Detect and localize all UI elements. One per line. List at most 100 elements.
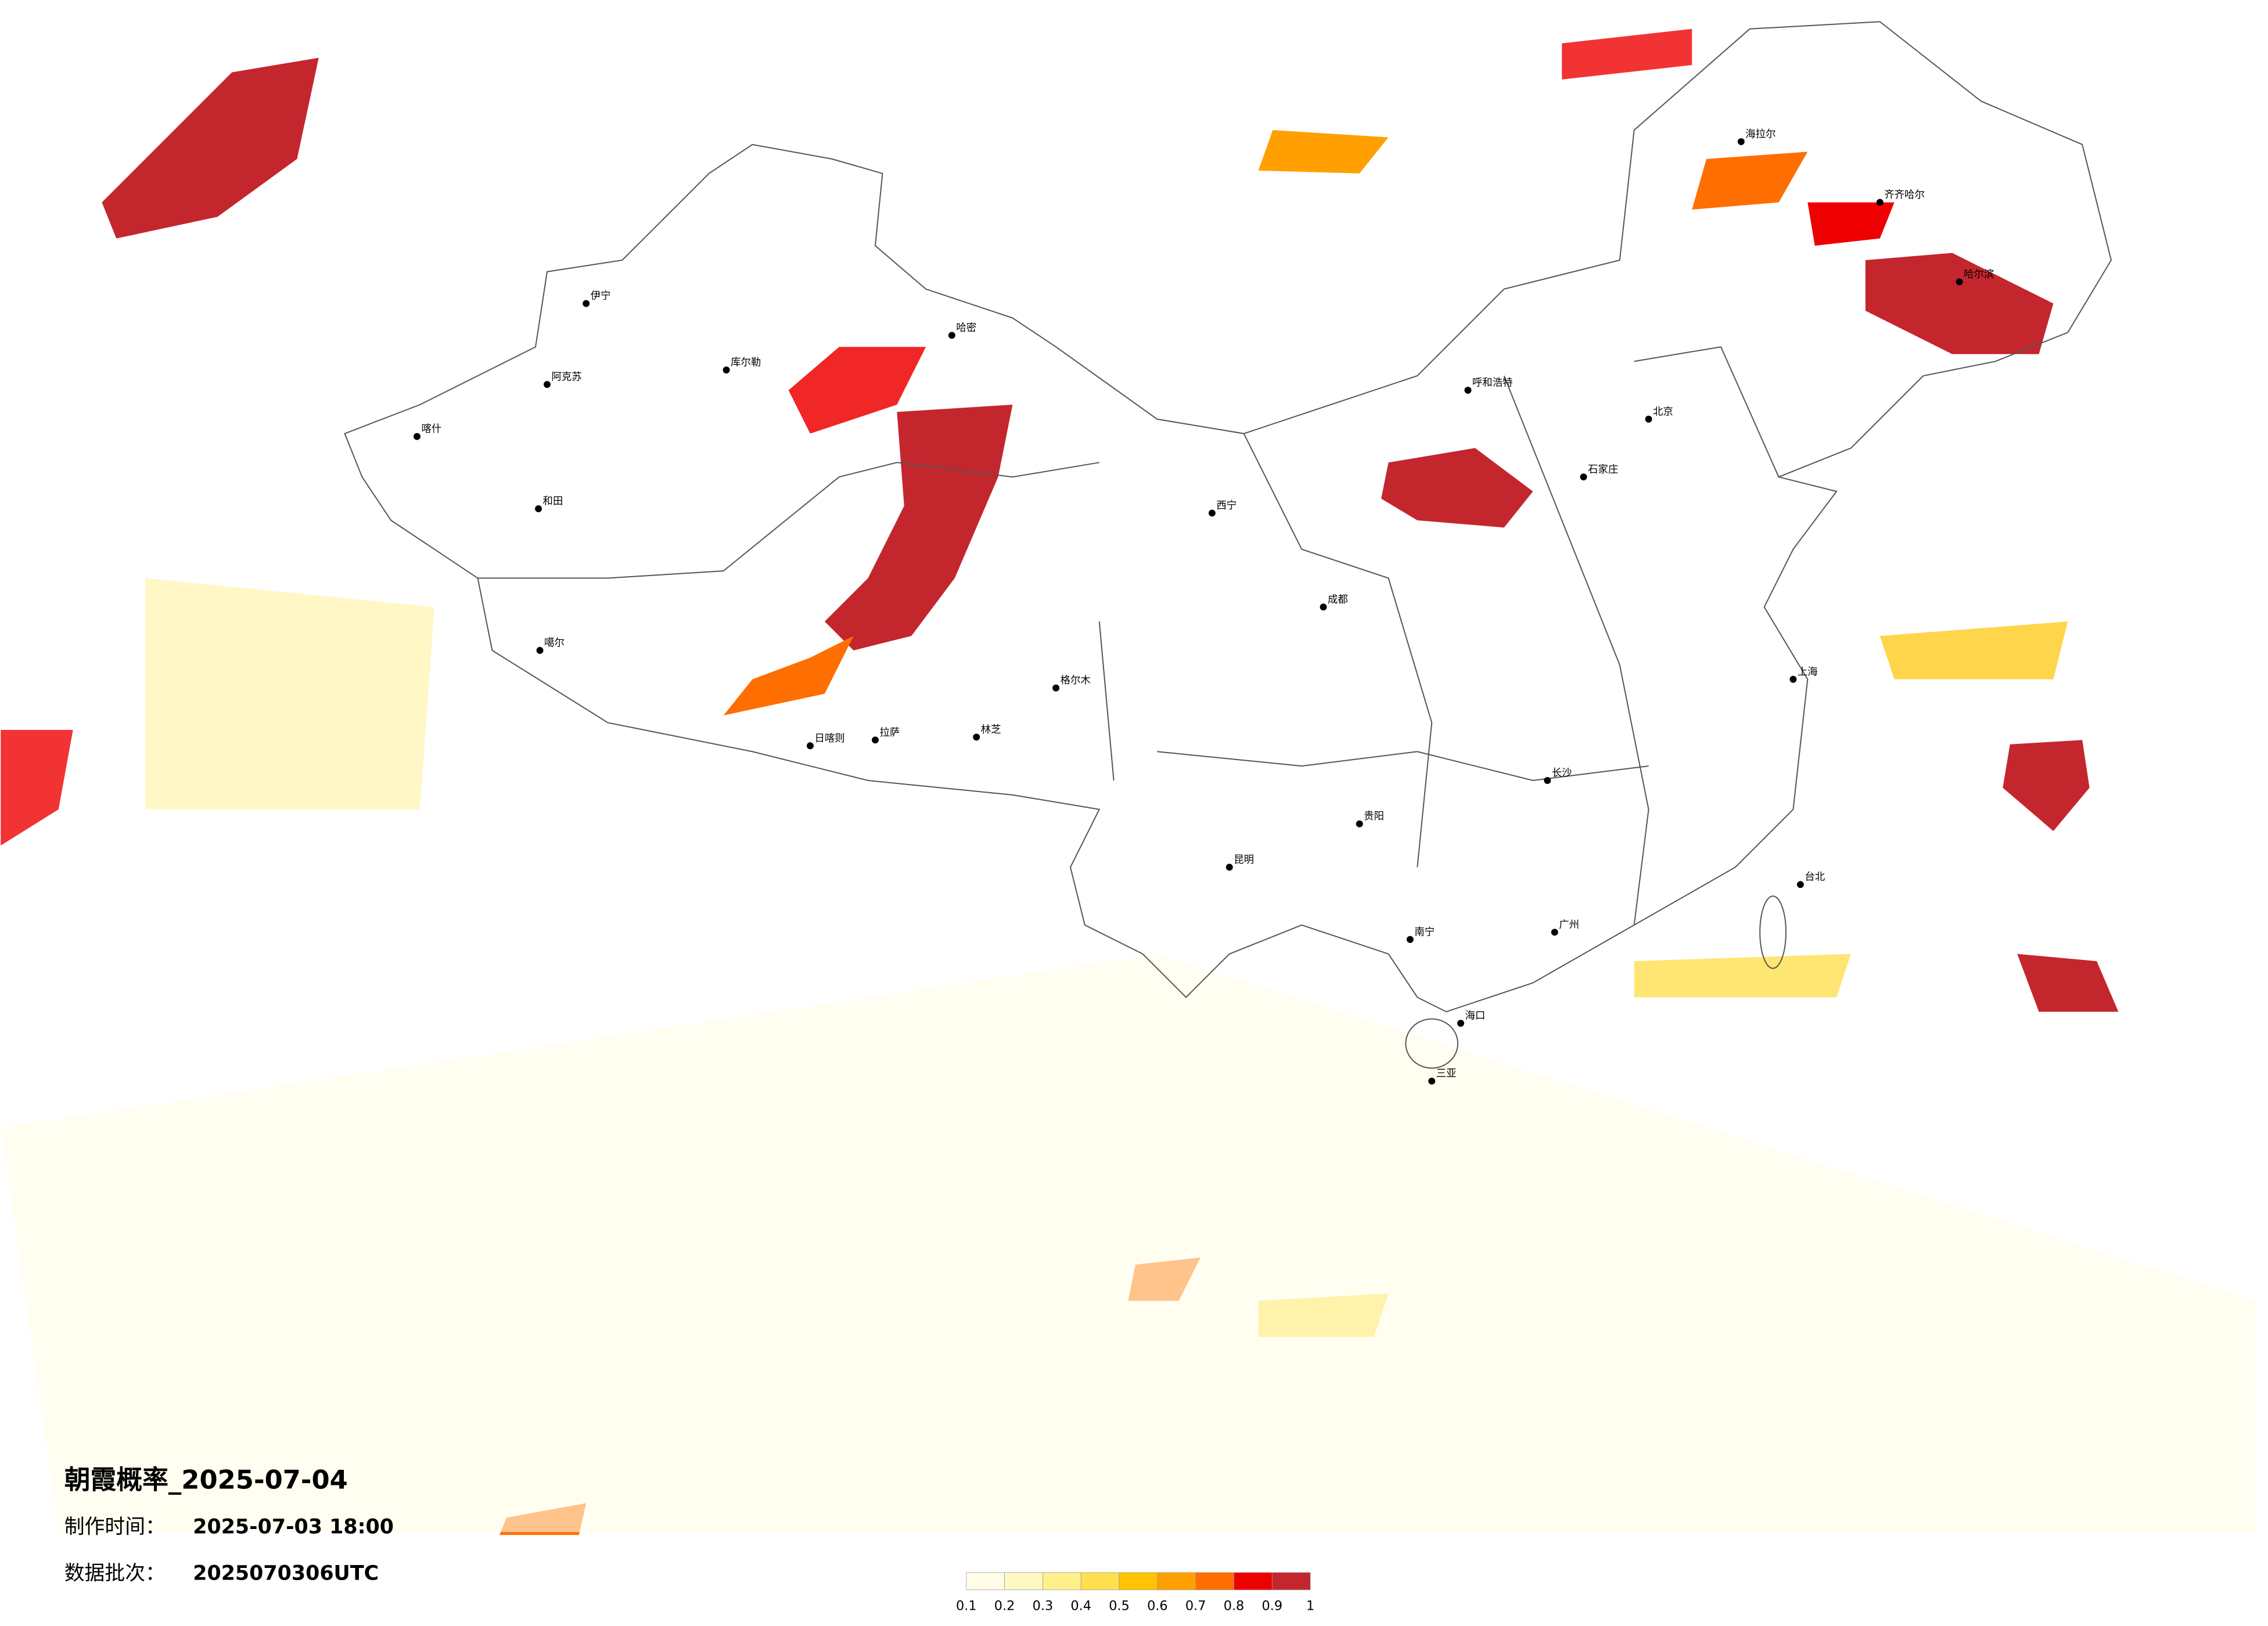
colorbar-bin: [1271, 1572, 1311, 1591]
colorbar-bin: [1004, 1572, 1043, 1591]
hainan-outline: [1405, 1018, 1459, 1069]
batch: 2025070306UTC: [193, 1562, 379, 1585]
city-dot: [1544, 777, 1551, 784]
city-dot: [1208, 509, 1216, 517]
city-label: 成都: [1328, 594, 1348, 606]
probability-area: [1258, 130, 1389, 174]
city-dot: [1356, 820, 1363, 828]
city-dot: [1464, 387, 1472, 394]
city-dot: [1428, 1077, 1436, 1085]
probability-area: [1807, 202, 1895, 246]
city-dot: [1406, 936, 1414, 943]
make-time: 2025-07-03 18:00: [193, 1516, 394, 1539]
city-label: 日喀则: [814, 733, 844, 744]
colorbar-tick-label: 0.1: [956, 1599, 977, 1614]
province-boundary: [1503, 375, 1649, 926]
colorbar-bin: [1234, 1572, 1273, 1591]
colorbar-bin: [966, 1572, 1005, 1591]
city-label: 台北: [1805, 872, 1825, 883]
city-label: 哈密: [956, 322, 976, 334]
boundaries: [344, 21, 2112, 1069]
city-dot: [872, 736, 879, 744]
probability-area: [1562, 28, 1692, 80]
city-label: 石家庄: [1588, 464, 1618, 476]
city-dot: [1580, 473, 1587, 481]
province-boundary: [477, 462, 1099, 579]
city-dot: [535, 505, 542, 513]
city-dot: [1457, 1020, 1464, 1027]
probability-area: [1, 954, 2256, 1533]
high-probability-area: [102, 57, 319, 239]
city-label: 三亚: [1436, 1068, 1457, 1080]
probability-area: [145, 578, 434, 810]
taiwan-outline: [1759, 895, 1787, 969]
city-dot: [1876, 199, 1884, 206]
city-label: 长沙: [1552, 768, 1572, 779]
province-boundary: [1634, 346, 1780, 477]
colorbar-bin: [1157, 1572, 1196, 1591]
city-dot: [536, 647, 544, 654]
city-dot: [1956, 278, 1963, 286]
probability-area: [1634, 954, 1851, 998]
colorbar-tick-label: 0.5: [1109, 1599, 1130, 1614]
high-probability-area: [2017, 954, 2119, 1012]
city-label: 喀什: [421, 423, 441, 435]
city-dot: [1645, 415, 1652, 423]
high-probability-area: [1865, 253, 2054, 354]
country-outline: [344, 21, 2112, 1013]
colorbar-tick-label: 0.4: [1070, 1599, 1091, 1614]
city-label: 库尔勒: [731, 357, 761, 369]
city-label: 噶尔: [544, 638, 565, 649]
city-label: 贵阳: [1364, 811, 1384, 822]
city-label: 格尔木: [1061, 675, 1091, 686]
city-label: 海口: [1465, 1010, 1485, 1022]
city-dot: [1737, 138, 1745, 145]
city-dot: [583, 300, 590, 307]
city-label: 哈尔滨: [1964, 269, 1994, 280]
probability-area: [723, 636, 854, 715]
high-probability-area: [824, 404, 1013, 650]
city-label: 齐齐哈尔: [1884, 189, 1925, 201]
high-probability-area: [2003, 740, 2090, 832]
city-label: 拉萨: [879, 727, 900, 739]
province-boundary: [1157, 751, 1649, 782]
batch-label: 数据批次：: [64, 1562, 166, 1585]
colorbar-tick-label: 0.7: [1185, 1599, 1206, 1614]
city-dot: [1551, 929, 1558, 936]
province-boundary: [1098, 621, 1115, 781]
city-label: 北京: [1653, 406, 1673, 418]
colorbar: 0.1 0.2 0.3 0.4 0.5 0.6 0.7 0.8 0.9 1: [956, 1572, 1314, 1614]
colorbar-bin: [1080, 1572, 1120, 1591]
city-dot: [1789, 675, 1797, 683]
colorbar-bin: [1043, 1572, 1081, 1591]
high-probability-area: [1381, 448, 1533, 528]
probability-area: [1879, 621, 2068, 679]
city-dot: [414, 433, 420, 440]
city-dot: [544, 381, 551, 388]
colorbar-tick-label: 1: [1306, 1599, 1314, 1614]
city-label: 西宁: [1216, 500, 1237, 512]
city-dot: [1320, 603, 1327, 611]
probability-area: [1, 729, 73, 846]
colorbar-tick-label: 0.9: [1262, 1599, 1283, 1614]
city-label: 和田: [543, 496, 563, 508]
colorbar-bin: [1119, 1572, 1158, 1591]
colorbar-tick-label: 0.8: [1224, 1599, 1245, 1614]
city-label: 广州: [1559, 919, 1579, 931]
city-label: 南宁: [1414, 926, 1435, 938]
city-label: 伊宁: [591, 290, 611, 302]
probability-field: [1, 28, 2256, 1535]
city-dot: [723, 366, 730, 374]
city-label: 海拉尔: [1745, 128, 1775, 140]
city-dot: [973, 733, 980, 741]
city-dot: [948, 332, 955, 339]
city-dot: [1796, 881, 1804, 888]
colorbar-tick-label: 0.2: [994, 1599, 1015, 1614]
province-boundary: [1243, 433, 1433, 868]
map-title: 朝霞概率_2025-07-04: [64, 1465, 348, 1495]
make-time-label: 制作时间：: [64, 1516, 166, 1539]
city-dot: [807, 742, 814, 750]
